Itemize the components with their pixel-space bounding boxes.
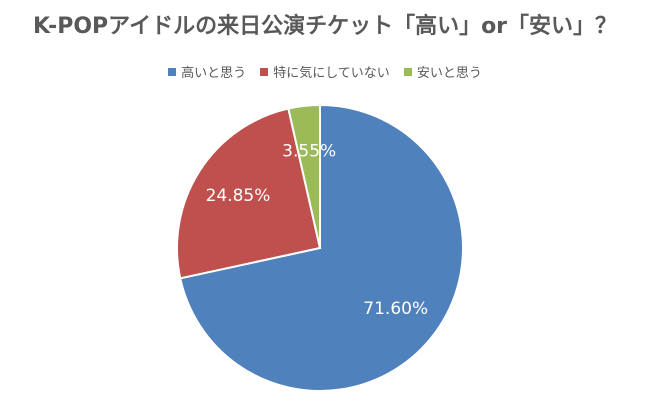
legend-item-ki-ni-shinai: 特に気にしていない [260,62,390,81]
pie-slices [176,103,464,392]
legend-swatch [260,67,269,76]
legend-label: 特に気にしていない [273,66,390,81]
slice-yasui [287,103,321,249]
slice-ki-ni-shinai [176,107,322,280]
legend-label: 安いと思う [416,66,482,81]
pie-labels: 71.60% 24.85% 3.55% [206,141,429,319]
legend-label: 高いと思う [181,66,247,81]
chart-title: K-POPアイドルの来日公演チケット「高い」or「安い」？ [32,14,618,39]
legend-swatch [168,67,177,76]
slice-value-label: 24.85% [206,186,271,206]
slice-value-label: 71.60% [363,299,428,319]
legend-swatch [403,67,412,76]
legend-item-takai: 高いと思う [168,62,246,81]
slice-value-label: 3.55% [282,141,336,161]
slice-takai [179,103,464,392]
legend: 高いと思う 特に気にしていない 安いと思う [0,62,650,81]
legend-item-yasui: 安いと思う [403,62,482,81]
